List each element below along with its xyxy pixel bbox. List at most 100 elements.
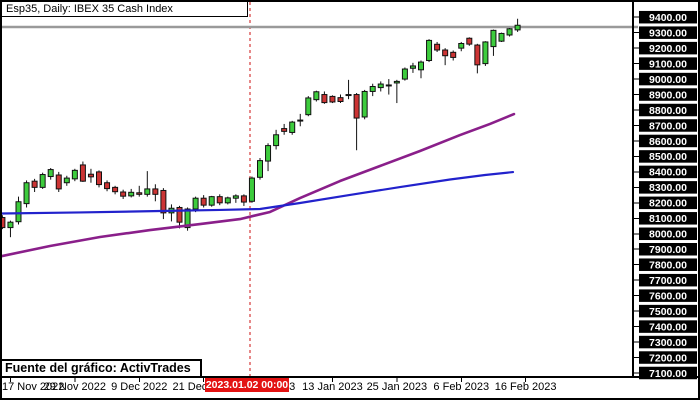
source-banner-text: Fuente del gráfico: ActivTrades xyxy=(5,361,191,375)
candle-up xyxy=(426,39,433,62)
candle-down xyxy=(55,174,62,190)
candle-up xyxy=(297,119,304,122)
candle-up xyxy=(71,169,78,180)
y-label-box xyxy=(639,10,697,24)
source-banner: Fuente del gráfico: ActivTrades xyxy=(1,359,202,376)
candle-up xyxy=(208,196,215,206)
candle-down xyxy=(87,173,94,178)
y-label-box xyxy=(639,103,697,117)
y-label-box xyxy=(639,289,697,302)
candle-up xyxy=(289,121,296,133)
y-axis-label: 7200.00 xyxy=(649,352,687,364)
y-axis-label: 8400.00 xyxy=(649,167,687,179)
candle-up xyxy=(248,177,255,202)
candle-down xyxy=(152,188,159,195)
y-label-box xyxy=(639,335,697,349)
candle-up xyxy=(401,68,408,80)
x-axis-label: 6 Feb 2023 xyxy=(433,381,489,393)
x-axis-label: 16 Feb 2023 xyxy=(495,381,557,393)
candle-up xyxy=(184,208,191,229)
candle-down xyxy=(353,94,360,119)
y-label-box xyxy=(639,57,697,70)
y-axis-label: 7500.00 xyxy=(649,306,687,318)
candle-up xyxy=(418,61,424,71)
y-axis-label: 8800.00 xyxy=(649,105,687,117)
candle-up xyxy=(490,29,497,48)
y-axis-label: 8000.00 xyxy=(649,229,687,241)
y-label-box xyxy=(639,181,697,194)
y-label-box xyxy=(639,273,697,287)
candle-up xyxy=(393,80,400,84)
y-label-box xyxy=(639,366,697,380)
y-label-box xyxy=(639,134,697,148)
y-axis-label: 8100.00 xyxy=(649,213,687,225)
candle-down xyxy=(474,44,481,66)
y-axis-label: 9100.00 xyxy=(649,58,687,70)
y-axis-label: 7100.00 xyxy=(649,368,687,380)
candle-up xyxy=(361,90,368,118)
y-label-box xyxy=(639,212,697,225)
candle-down xyxy=(120,191,127,197)
candle-up xyxy=(23,182,30,205)
candle-up xyxy=(63,177,70,184)
vline-timestamp-label[interactable]: 2023.01.02 00:00 xyxy=(205,378,289,392)
candle-down xyxy=(200,197,207,206)
candle-down xyxy=(216,196,223,204)
y-axis-label: 7700.00 xyxy=(649,275,687,287)
y-axis-label: 9300.00 xyxy=(649,27,687,39)
candle-up xyxy=(265,145,272,162)
x-axis-label: 29 Nov 2022 xyxy=(44,381,106,393)
y-label-box xyxy=(639,72,697,86)
candle-down xyxy=(0,217,6,229)
candle-down xyxy=(321,94,328,104)
y-axis-label: 8900.00 xyxy=(649,89,687,101)
y-label-box xyxy=(639,258,697,271)
candle-up xyxy=(506,28,513,36)
x-axis-label: 9 Dec 2022 xyxy=(111,381,167,393)
y-axis-label: 9000.00 xyxy=(649,74,687,86)
y-label-box xyxy=(639,242,697,256)
candle-down xyxy=(79,164,86,182)
chart-title: Esp35, Daily: IBEX 35 Cash Index xyxy=(6,3,173,15)
candle-up xyxy=(224,197,231,204)
y-axis-label: 8700.00 xyxy=(649,120,687,132)
candle-down xyxy=(281,128,288,132)
ma-line-blue xyxy=(0,170,515,215)
y-label-box xyxy=(639,26,697,39)
y-label-box xyxy=(639,196,697,210)
candle-down xyxy=(329,95,336,103)
candle-up xyxy=(192,197,199,210)
x-axis-label: 25 Jan 2023 xyxy=(367,381,428,393)
candle-up xyxy=(345,94,352,97)
candle-up xyxy=(273,134,280,147)
candle-down xyxy=(96,171,102,186)
candle-down xyxy=(112,186,119,193)
candle-down xyxy=(176,206,183,223)
y-axis-label: 8500.00 xyxy=(649,151,687,163)
y-label-box xyxy=(639,351,697,364)
y-label-box xyxy=(639,150,697,163)
candle-down xyxy=(450,51,457,58)
y-label-box xyxy=(639,41,697,55)
candle-down xyxy=(240,195,247,203)
y-axis-label: 7600.00 xyxy=(649,290,687,302)
y-label-box xyxy=(639,304,697,318)
candle-up xyxy=(7,221,14,229)
candle-down xyxy=(442,49,449,57)
candle-up xyxy=(15,201,22,223)
candle-up xyxy=(514,24,521,31)
y-label-box xyxy=(639,88,697,101)
candle-down xyxy=(104,182,111,190)
candle-up xyxy=(305,97,312,116)
candle-up xyxy=(458,42,465,49)
y-axis-label: 8600.00 xyxy=(649,136,687,148)
y-label-box xyxy=(639,165,697,179)
candle-up xyxy=(257,160,263,178)
candle-up xyxy=(144,188,151,195)
candle-up xyxy=(498,32,505,42)
y-label-box xyxy=(639,320,697,333)
candle-up xyxy=(232,195,239,199)
